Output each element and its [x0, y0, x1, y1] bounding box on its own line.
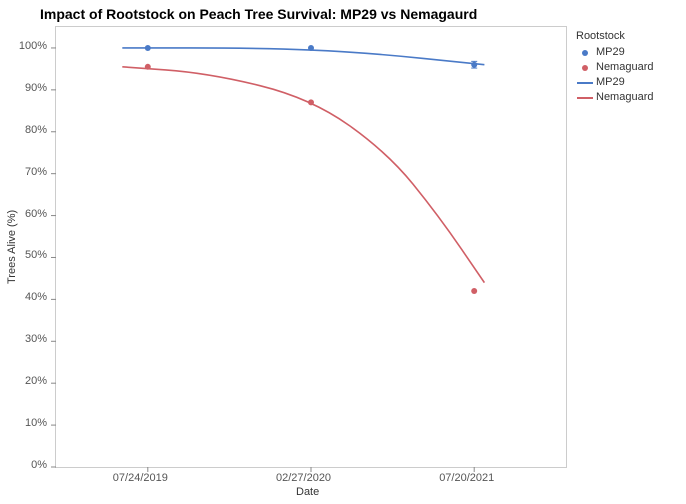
- y-tick-label: 10%: [25, 417, 47, 429]
- legend-marker-line: [577, 82, 593, 84]
- legend-label: MP29: [596, 46, 625, 58]
- x-tick-label: 07/20/2021: [439, 472, 494, 484]
- chart-stage: Impact of Rootstock on Peach Tree Surviv…: [0, 0, 686, 504]
- plot-area: [55, 26, 567, 468]
- legend-title: Rootstock: [576, 30, 625, 42]
- legend-label: Nemaguard: [596, 91, 653, 103]
- plot-svg: [56, 27, 566, 467]
- y-tick-label: 30%: [25, 333, 47, 345]
- y-tick-label: 0%: [31, 459, 47, 471]
- x-axis-label: Date: [296, 486, 319, 498]
- legend-marker-line: [577, 97, 593, 99]
- y-axis-label: Trees Alive (%): [6, 210, 18, 284]
- y-tick-label: 60%: [25, 208, 47, 220]
- legend-label: Nemaguard: [596, 61, 653, 73]
- chart-title: Impact of Rootstock on Peach Tree Surviv…: [40, 6, 477, 22]
- x-tick-label: 02/27/2020: [276, 472, 331, 484]
- y-tick-label: 100%: [19, 40, 47, 52]
- x-tick-label: 07/24/2019: [113, 472, 168, 484]
- y-tick-label: 50%: [25, 249, 47, 261]
- legend-marker-dot: [582, 65, 588, 71]
- y-tick-label: 40%: [25, 291, 47, 303]
- y-tick-label: 70%: [25, 166, 47, 178]
- legend-marker-dot: [582, 50, 588, 56]
- legend-label: MP29: [596, 76, 625, 88]
- y-tick-label: 20%: [25, 375, 47, 387]
- y-tick-label: 90%: [25, 82, 47, 94]
- y-tick-label: 80%: [25, 124, 47, 136]
